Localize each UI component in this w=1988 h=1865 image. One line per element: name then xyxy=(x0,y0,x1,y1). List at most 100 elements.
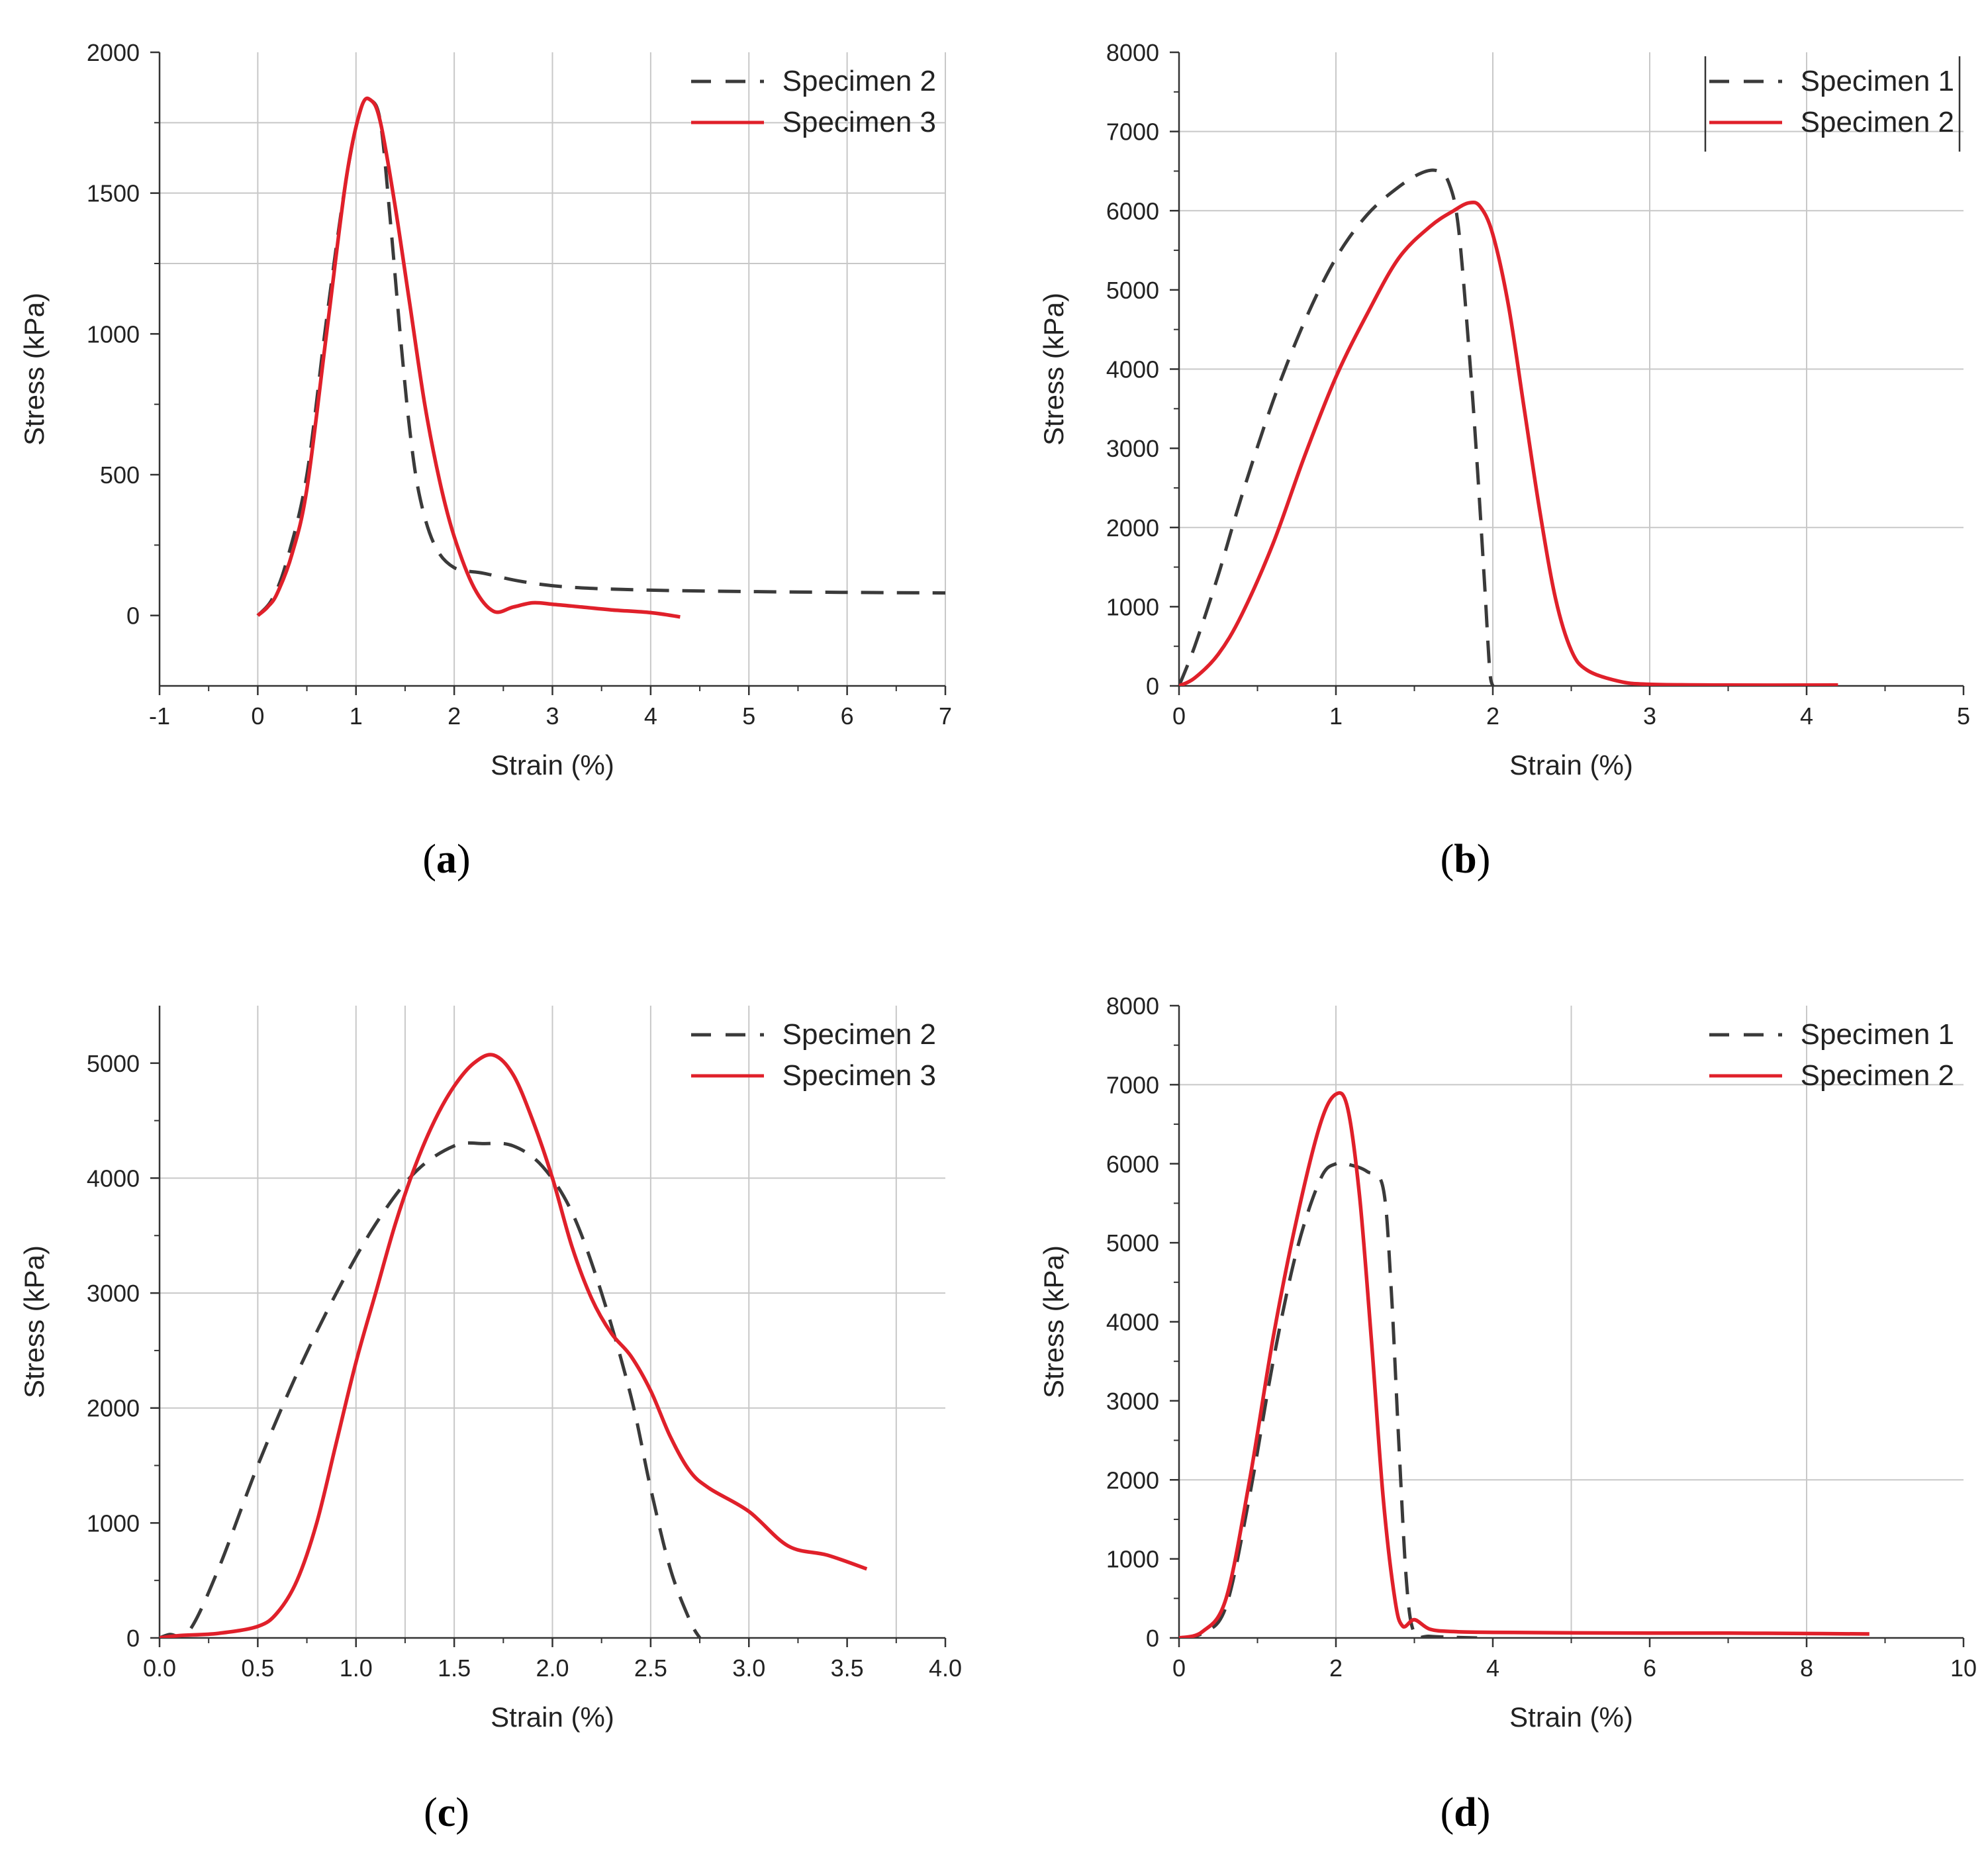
y-axis-title: Stress (kPa) xyxy=(19,1245,50,1398)
series-line-specimen-2 xyxy=(256,97,945,617)
series-line-specimen-2 xyxy=(160,1141,702,1638)
x-tick-label: 4 xyxy=(1486,1654,1499,1682)
x-tick-label: 4 xyxy=(1800,702,1813,730)
x-tick-label: 1.0 xyxy=(340,1654,373,1682)
y-tick-label: 0 xyxy=(1146,1625,1159,1652)
y-axis-title: Stress (kPa) xyxy=(19,293,50,446)
y-tick-label: 8000 xyxy=(1106,39,1159,66)
series-line-specimen-3 xyxy=(256,96,681,619)
y-axis-title: Stress (kPa) xyxy=(1038,1245,1069,1398)
x-tick-label: 0.5 xyxy=(241,1654,274,1682)
x-tick-label: 3.0 xyxy=(732,1654,765,1682)
y-tick-label: 7000 xyxy=(1106,119,1159,146)
y-tick-label: 0 xyxy=(126,1625,140,1652)
series-line-specimen-2 xyxy=(1179,200,1838,686)
x-tick-label: 0 xyxy=(251,702,264,730)
y-tick-label: 2000 xyxy=(1106,514,1159,542)
x-tick-label: 2 xyxy=(1486,702,1499,730)
y-tick-label: 1000 xyxy=(87,1509,140,1537)
y-tick-label: 6000 xyxy=(1106,1151,1159,1178)
y-tick-label: 7000 xyxy=(1106,1071,1159,1098)
x-tick-label: 2.5 xyxy=(634,1654,667,1682)
x-tick-label: 8 xyxy=(1800,1654,1813,1682)
x-axis-title: Strain (%) xyxy=(491,1701,614,1733)
x-tick-label: 2 xyxy=(448,702,461,730)
x-tick-label: 2.0 xyxy=(536,1654,569,1682)
x-tick-label: 1.5 xyxy=(438,1654,471,1682)
y-tick-label: 2000 xyxy=(1106,1466,1159,1494)
legend: Specimen 1 Specimen 2 xyxy=(1709,1018,1954,1092)
legend: Specimen 2 Specimen 3 xyxy=(691,1018,936,1092)
series-lines xyxy=(256,96,945,619)
x-tick-label: 7 xyxy=(939,702,952,730)
y-tick-label: 1000 xyxy=(1106,593,1159,620)
y-tick-label: 4000 xyxy=(87,1165,140,1192)
y-tick-label: 5000 xyxy=(1106,1229,1159,1257)
series-lines xyxy=(1179,168,1838,686)
x-tick-label: 3.5 xyxy=(831,1654,864,1682)
y-tick-label: 3000 xyxy=(1106,1388,1159,1415)
x-axis-title: Strain (%) xyxy=(1509,1701,1633,1733)
y-tick-label: 0 xyxy=(126,602,140,630)
legend-label: Specimen 2 xyxy=(782,65,936,97)
x-tick-label: 5 xyxy=(1957,702,1970,730)
y-tick-label: 8000 xyxy=(1106,992,1159,1020)
y-axis-title: Stress (kPa) xyxy=(1038,293,1069,446)
series-lines xyxy=(1179,1091,1870,1638)
series-lines xyxy=(160,1053,868,1638)
chart-panel-c: 0.0 0.5 1.0 1.5 2.0 2.5 3.0 3.5 4.0 0 1000 2000 3000… xyxy=(19,1006,962,1835)
x-tick-label: 1 xyxy=(1329,702,1343,730)
y-tick-label: 2000 xyxy=(87,39,140,66)
y-tick-label: 4000 xyxy=(1106,356,1159,383)
y-tick-label: 2000 xyxy=(87,1395,140,1422)
y-tick-label: 0 xyxy=(1146,673,1159,700)
legend-label: Specimen 3 xyxy=(782,1059,936,1092)
gridlines xyxy=(1179,1006,1964,1638)
chart-panel-b: 0 1 2 3 4 5 0 1000 2000 3000 4000 5000 6000 7000 8000 S… xyxy=(1038,39,1970,882)
legend-label: Specimen 1 xyxy=(1801,1018,1954,1051)
y-tick-label: 5000 xyxy=(1106,277,1159,304)
series-line-specimen-2 xyxy=(1179,1091,1870,1638)
x-tick-label: 5 xyxy=(742,702,755,730)
y-tick-label: 3000 xyxy=(1106,435,1159,462)
y-tick-label: 6000 xyxy=(1106,197,1159,224)
x-tick-label: -1 xyxy=(149,702,170,730)
chart-panel-d: 0 2 4 6 8 10 0 1000 2000 3000 4000 5000 6000 7000 8000… xyxy=(1038,992,1977,1835)
legend-label: Specimen 2 xyxy=(1801,106,1954,138)
series-line-specimen-3 xyxy=(160,1053,868,1638)
x-axis-title: Strain (%) xyxy=(1509,749,1633,781)
chart-panel-a: -1 0 1 2 3 4 5 6 7 0 500 1000 1500 2000 Strain (%) Stre… xyxy=(19,39,952,882)
x-tick-label: 4.0 xyxy=(929,1654,962,1682)
x-tick-label: 0.0 xyxy=(143,1654,176,1682)
gridlines xyxy=(160,52,946,686)
panel-label: (b) xyxy=(1441,837,1491,882)
x-tick-label: 0 xyxy=(1172,1654,1186,1682)
panel-label: (a) xyxy=(422,837,470,882)
series-line-specimen-1 xyxy=(1179,168,1495,686)
legend-label: Specimen 2 xyxy=(1801,1059,1954,1092)
y-tick-label: 5000 xyxy=(87,1050,140,1077)
legend: Specimen 1 Specimen 2 xyxy=(1704,56,1961,152)
panel-label: (c) xyxy=(424,1790,469,1835)
legend-label: Specimen 2 xyxy=(782,1018,936,1051)
x-tick-label: 2 xyxy=(1329,1654,1343,1682)
x-tick-label: 3 xyxy=(1643,702,1656,730)
panel-label: (d) xyxy=(1441,1790,1491,1835)
x-tick-label: 6 xyxy=(841,702,854,730)
x-tick-label: 10 xyxy=(1950,1654,1977,1682)
legend-label: Specimen 1 xyxy=(1801,65,1954,97)
legend: Specimen 2 Specimen 3 xyxy=(691,65,936,138)
x-tick-label: 0 xyxy=(1172,702,1186,730)
gridlines xyxy=(1179,52,1964,686)
y-tick-label: 4000 xyxy=(1106,1309,1159,1336)
x-tick-label: 4 xyxy=(644,702,657,730)
x-tick-label: 1 xyxy=(350,702,363,730)
y-tick-label: 1500 xyxy=(87,180,140,207)
x-tick-label: 3 xyxy=(545,702,559,730)
y-tick-label: 1000 xyxy=(87,320,140,348)
y-tick-label: 3000 xyxy=(87,1280,140,1307)
x-tick-label: 6 xyxy=(1643,1654,1656,1682)
x-axis-title: Strain (%) xyxy=(491,749,614,781)
y-tick-label: 500 xyxy=(100,461,140,489)
